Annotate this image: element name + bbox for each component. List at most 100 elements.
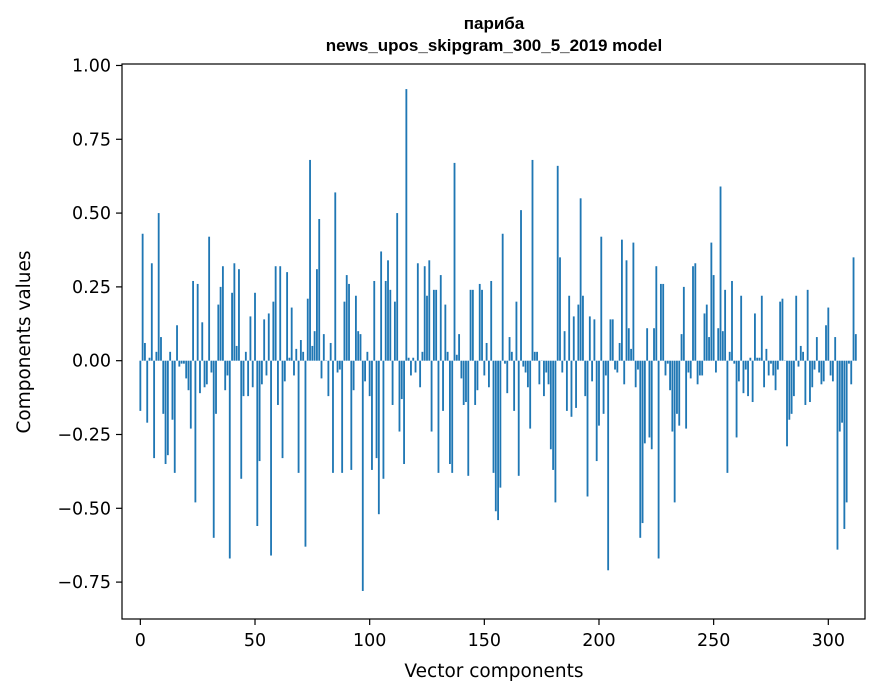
bar — [637, 360, 639, 370]
bar — [352, 360, 355, 391]
x-tick-label: 200 — [582, 631, 615, 651]
bar — [180, 360, 183, 364]
bar — [313, 331, 316, 361]
bar — [219, 286, 222, 361]
bar — [600, 236, 603, 361]
bar — [311, 345, 314, 361]
bar — [139, 360, 142, 411]
bar — [373, 280, 376, 361]
bar — [818, 360, 821, 373]
bar — [224, 360, 227, 391]
bar — [802, 351, 804, 361]
bar — [348, 283, 350, 361]
y-tick-label: 1.00 — [72, 56, 111, 76]
bar — [604, 360, 607, 376]
bar — [559, 257, 561, 361]
bar — [497, 360, 499, 521]
bar — [669, 360, 671, 391]
bar — [703, 313, 706, 361]
bar — [467, 360, 470, 476]
bar — [792, 360, 795, 397]
bar — [515, 301, 518, 361]
bar — [575, 360, 577, 408]
bar — [382, 360, 385, 479]
bar — [217, 304, 220, 361]
bar — [623, 360, 626, 385]
bar — [162, 360, 165, 414]
bar — [279, 266, 282, 361]
bar — [570, 360, 573, 417]
bar — [513, 360, 516, 411]
bar — [747, 360, 749, 397]
bar — [687, 360, 690, 373]
bar — [451, 360, 454, 473]
bar — [822, 360, 825, 382]
bar — [375, 360, 378, 459]
bar — [148, 357, 151, 361]
bar — [423, 266, 426, 361]
bar — [770, 360, 772, 364]
bar — [354, 295, 357, 361]
bar — [616, 360, 619, 373]
bar — [187, 360, 190, 391]
bar — [662, 283, 665, 361]
bar — [627, 328, 630, 361]
bar — [772, 360, 775, 376]
y-tick-label: −0.25 — [57, 425, 111, 445]
bar — [630, 348, 633, 361]
bar — [414, 360, 417, 373]
bar — [483, 360, 486, 376]
bar — [554, 360, 557, 503]
x-tick-label: 300 — [812, 631, 845, 651]
bar — [368, 360, 371, 397]
bar — [524, 360, 527, 373]
bar — [189, 360, 192, 429]
bar — [536, 351, 538, 361]
bar — [538, 360, 541, 385]
bar — [327, 360, 330, 397]
bar — [150, 263, 153, 361]
bar — [242, 360, 245, 397]
bar — [568, 295, 571, 361]
bar — [226, 360, 229, 376]
bar — [309, 159, 311, 361]
bar — [249, 316, 252, 361]
bar — [178, 360, 181, 367]
bar — [247, 360, 250, 397]
bar — [854, 334, 857, 361]
bar — [680, 334, 683, 361]
bar — [744, 360, 747, 370]
bar — [166, 360, 169, 456]
bar — [634, 360, 637, 388]
bar — [283, 360, 286, 382]
bar — [350, 360, 353, 470]
bar — [490, 280, 493, 361]
bar — [806, 289, 809, 361]
bar — [641, 360, 644, 524]
bar — [265, 360, 268, 376]
bar — [228, 360, 231, 559]
bar — [820, 360, 823, 385]
bar — [251, 360, 254, 388]
bar — [267, 313, 270, 361]
bar — [297, 360, 300, 473]
bar — [756, 357, 759, 361]
bar — [815, 337, 818, 361]
bar — [194, 360, 197, 503]
bar — [790, 360, 793, 414]
bar — [444, 304, 447, 361]
bar — [643, 360, 646, 444]
bar — [192, 280, 194, 361]
bar — [543, 360, 545, 397]
bar — [831, 360, 834, 382]
bar — [526, 360, 529, 388]
bar — [270, 360, 272, 556]
x-tick-label: 50 — [244, 631, 266, 651]
bar — [263, 319, 266, 361]
bar — [281, 360, 284, 459]
bar — [176, 325, 178, 361]
bar — [836, 360, 839, 550]
bar — [474, 360, 477, 405]
bar — [462, 360, 465, 405]
bar — [692, 266, 694, 361]
